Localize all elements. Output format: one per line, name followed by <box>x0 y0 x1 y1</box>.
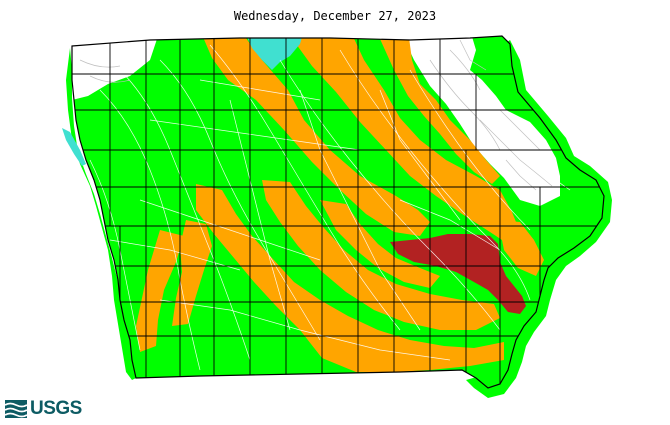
usgs-wave-icon <box>5 400 27 418</box>
missouri-buffer <box>66 48 136 380</box>
low-flow-areas <box>136 36 544 372</box>
much-below-normal-area <box>390 234 526 314</box>
map-title: Wednesday, December 27, 2023 <box>233 9 437 23</box>
state-fill <box>72 36 604 388</box>
usgs-logo[interactable]: USGS <box>5 399 82 419</box>
state-outline <box>71 35 605 389</box>
high-flow-area <box>244 36 304 70</box>
mississippi-buffer <box>466 40 612 398</box>
usgs-logo-text: USGS <box>30 398 82 419</box>
high-flow-west-river <box>62 128 86 166</box>
